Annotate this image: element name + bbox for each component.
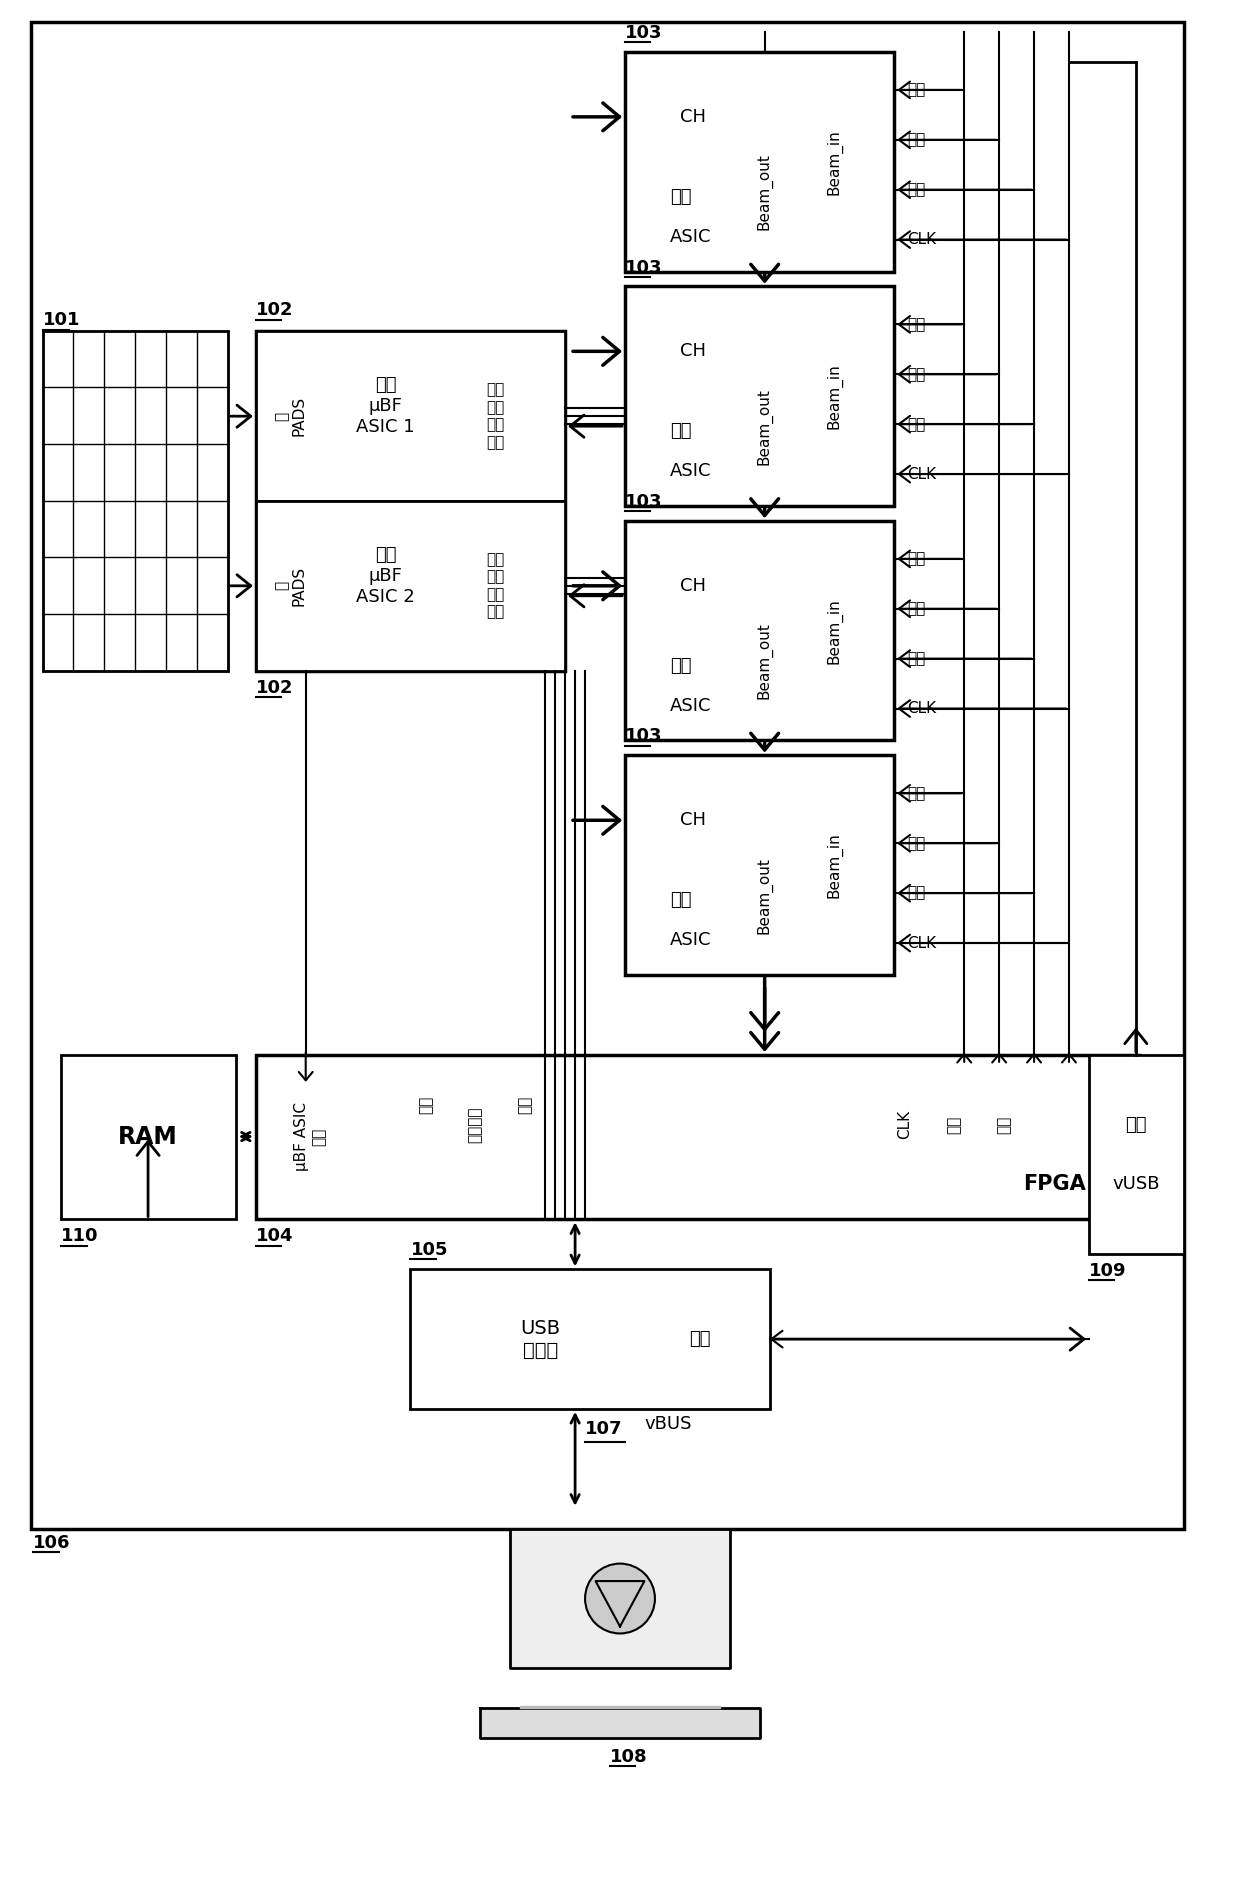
- Bar: [1089, 1055, 1184, 1254]
- Polygon shape: [510, 1529, 730, 1669]
- Text: 片
PADS: 片 PADS: [274, 396, 308, 436]
- Text: 地址: 地址: [908, 885, 925, 901]
- Text: 电源
通道
控制
接口: 电源 通道 控制 接口: [486, 383, 505, 449]
- Text: Beam_out: Beam_out: [756, 153, 773, 230]
- Bar: [625, 755, 894, 974]
- Text: CLK: CLK: [908, 232, 936, 247]
- Text: CH: CH: [680, 342, 706, 361]
- Text: 101: 101: [43, 312, 81, 329]
- Text: 102: 102: [255, 678, 294, 697]
- Text: 电源: 电源: [908, 785, 925, 801]
- Text: 110: 110: [61, 1227, 99, 1246]
- Text: 地址: 地址: [908, 651, 925, 666]
- Text: 数据: 数据: [908, 600, 925, 615]
- Text: 103: 103: [625, 727, 662, 746]
- Text: 数据: 数据: [908, 366, 925, 381]
- Text: 电源
通道
控制
接口: 电源 通道 控制 接口: [486, 551, 505, 619]
- Text: vUSB: vUSB: [1112, 1176, 1159, 1193]
- Text: Beam_in: Beam_in: [826, 833, 843, 899]
- Text: 103: 103: [625, 25, 662, 42]
- Text: 地址: 地址: [908, 183, 925, 196]
- Text: 电源: 电源: [1125, 1116, 1147, 1133]
- Text: RAM: RAM: [118, 1125, 177, 1148]
- Text: Beam_out: Beam_out: [756, 857, 773, 933]
- Text: CH: CH: [680, 578, 706, 595]
- Text: Beam_out: Beam_out: [756, 387, 773, 464]
- Text: Beam_out: Beam_out: [756, 623, 773, 699]
- Text: 数据: 数据: [908, 132, 925, 147]
- Text: CLK: CLK: [897, 1110, 911, 1138]
- Text: CLK: CLK: [908, 700, 936, 716]
- Text: 地址: 地址: [908, 417, 925, 432]
- Text: 107: 107: [585, 1420, 622, 1439]
- Text: 103: 103: [625, 259, 662, 276]
- Bar: [255, 1055, 1138, 1220]
- Text: 片
PADS: 片 PADS: [274, 566, 308, 606]
- Text: 电源: 电源: [908, 551, 925, 566]
- Text: 地址: 地址: [947, 1116, 962, 1133]
- Text: CLK: CLK: [908, 466, 936, 481]
- Text: 模拟
µBF
ASIC 2: 模拟 µBF ASIC 2: [356, 546, 415, 606]
- Polygon shape: [521, 1707, 719, 1709]
- Bar: [625, 287, 894, 506]
- Bar: [31, 23, 1184, 1529]
- Text: 102: 102: [255, 302, 294, 319]
- Text: 104: 104: [255, 1227, 294, 1246]
- Bar: [255, 500, 565, 670]
- Bar: [61, 1055, 236, 1220]
- Text: 106: 106: [33, 1533, 71, 1552]
- Bar: [625, 53, 894, 272]
- Text: 模拟
µBF
ASIC 1: 模拟 µBF ASIC 1: [356, 376, 415, 436]
- Text: 电源: 电源: [908, 317, 925, 332]
- Text: CH: CH: [680, 108, 706, 126]
- Text: ASIC: ASIC: [670, 463, 712, 480]
- Text: CH: CH: [680, 812, 706, 829]
- Polygon shape: [480, 1709, 760, 1739]
- Text: vBUS: vBUS: [645, 1414, 692, 1433]
- Bar: [625, 521, 894, 740]
- Text: 108: 108: [610, 1748, 647, 1765]
- Text: 105: 105: [410, 1240, 448, 1259]
- Text: 数字: 数字: [670, 657, 692, 674]
- Text: 数据: 数据: [518, 1095, 533, 1114]
- Text: Beam_in: Beam_in: [826, 598, 843, 663]
- Text: 电源: 电源: [689, 1331, 711, 1348]
- Text: ASIC: ASIC: [670, 697, 712, 714]
- Text: 数据: 数据: [908, 836, 925, 851]
- Bar: [255, 332, 565, 670]
- Bar: [410, 1269, 770, 1408]
- Text: 数字: 数字: [670, 187, 692, 206]
- Text: 接收波数: 接收波数: [467, 1106, 482, 1142]
- Bar: [43, 332, 228, 670]
- Text: FPGA: FPGA: [1023, 1174, 1085, 1195]
- Text: Beam_in: Beam_in: [826, 362, 843, 429]
- Text: 数据: 数据: [997, 1116, 1012, 1133]
- Text: ASIC: ASIC: [670, 228, 712, 245]
- Text: Beam_in: Beam_in: [826, 128, 843, 194]
- Text: 103: 103: [625, 493, 662, 512]
- Text: 数字: 数字: [670, 423, 692, 440]
- Text: 电源: 电源: [908, 83, 925, 98]
- Text: 电源: 电源: [418, 1095, 433, 1114]
- Text: 数字: 数字: [670, 891, 692, 910]
- Text: 109: 109: [1089, 1263, 1126, 1280]
- Bar: [255, 332, 565, 500]
- Circle shape: [585, 1563, 655, 1633]
- Text: ASIC: ASIC: [670, 931, 712, 950]
- Text: USB
控制器: USB 控制器: [520, 1318, 560, 1359]
- Text: CLK: CLK: [908, 935, 936, 950]
- Text: µBF ASIC
控制: µBF ASIC 控制: [294, 1103, 327, 1171]
